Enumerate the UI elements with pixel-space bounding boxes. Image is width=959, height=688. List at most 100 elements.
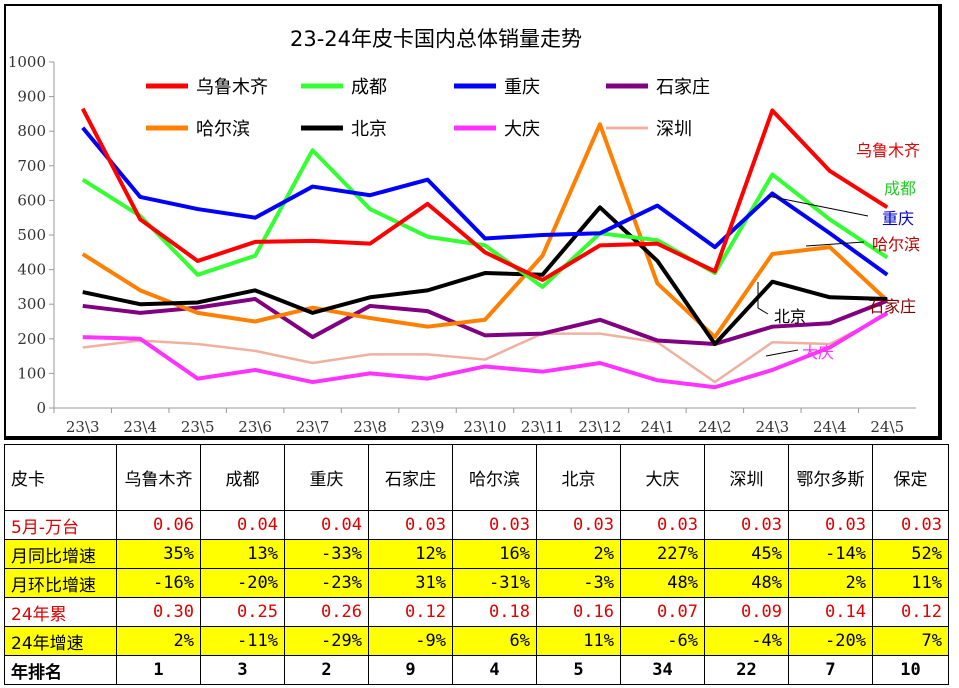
y-tick-label: 800 (17, 122, 46, 140)
table-cell: 11% (872, 568, 949, 598)
series-line-2 (81, 126, 889, 277)
table-cell: 10 (872, 655, 949, 685)
series-annotation: 北京 (774, 307, 806, 326)
city-column-header: 北京 (536, 444, 621, 511)
table-cell: 0.03 (704, 510, 789, 540)
series-annotation: 乌鲁木齐 (856, 141, 920, 160)
table-cell: 0.16 (536, 597, 621, 627)
table-cell: 48% (704, 568, 789, 598)
table-cell: 0.12 (368, 597, 453, 627)
table-cell: -31% (452, 568, 537, 598)
table-cell: 0.03 (620, 510, 705, 540)
y-tick-label: 1000 (8, 53, 46, 71)
y-tick-label: 700 (17, 157, 46, 175)
series-annotation: 重庆 (882, 209, 914, 228)
x-tick-label: 24\4 (813, 418, 847, 436)
table-cell: 4 (452, 655, 537, 685)
city-column-header: 哈尔滨 (452, 444, 537, 511)
table-row: 24年累 0.30 0.25 0.26 0.12 0.18 0.16 0.07 0.09 0.14… (4, 597, 949, 627)
table-cell: 1 (116, 655, 201, 685)
series-line-6 (82, 311, 889, 390)
row-label: 月环比增速 (4, 568, 117, 598)
x-tick-label: 24\3 (755, 418, 789, 436)
table-row: 24年增速 2% -11% -29% -9% 6% 11% -6% -4% -20% 7% (4, 626, 949, 656)
table-cell: 0.03 (872, 510, 949, 540)
city-column-header: 重庆 (284, 444, 369, 511)
table-cell: 2% (116, 626, 201, 656)
table-cell: 35% (116, 539, 201, 569)
x-tick-label: 23\5 (181, 418, 215, 436)
city-column-header: 乌鲁木齐 (116, 444, 201, 511)
y-tick-label: 600 (17, 191, 46, 209)
table-cell: -9% (368, 626, 453, 656)
table-cell: 13% (200, 539, 285, 569)
row-label: 5月-万台 (4, 510, 117, 540)
table-cell: -3% (536, 568, 621, 598)
table-cell: 0.04 (200, 510, 285, 540)
sales-trend-chart: 23-24年皮卡国内总体销量走势 0 100 200 300 400 500 600 700 8… (4, 4, 942, 440)
table-cell: 0.30 (116, 597, 201, 627)
x-tick-label: 24\2 (698, 418, 732, 436)
chart-title: 23-24年皮卡国内总体销量走势 (290, 27, 582, 51)
table-cell: -16% (116, 568, 201, 598)
table-cell: 2 (284, 655, 369, 685)
city-column-header: 大庆 (620, 444, 705, 511)
y-tick-label: 200 (17, 330, 46, 348)
line-chart-svg: 23-24年皮卡国内总体销量走势 0 100 200 300 400 500 600 700 8… (8, 27, 920, 436)
city-column-header: 保定 (872, 444, 949, 511)
series-annotation: 石家庄 (868, 297, 916, 316)
table-cell: 31% (368, 568, 453, 598)
table-cell: 11% (536, 626, 621, 656)
table-cell: 6% (452, 626, 537, 656)
x-tick-label: 23\6 (238, 418, 272, 436)
row-label: 月同比增速 (4, 539, 117, 569)
table-cell: 7 (788, 655, 873, 685)
table-row: 年排名 1 3 2 9 4 5 34 22 7 10 (4, 655, 949, 685)
city-column-header: 鄂尔多斯 (788, 444, 873, 511)
table-cell: -11% (200, 626, 285, 656)
table-cell: 0.26 (284, 597, 369, 627)
table-cell: 48% (620, 568, 705, 598)
y-tick-label: 500 (17, 226, 46, 244)
series-annotation: 哈尔滨 (872, 235, 920, 254)
series-annotation: 成都 (884, 179, 916, 198)
table-cell: -6% (620, 626, 705, 656)
table-cell: 3 (200, 655, 285, 685)
y-tick-label: 400 (17, 261, 46, 279)
x-tick-label: 23\12 (578, 418, 621, 436)
table-cell: 0.18 (452, 597, 537, 627)
table-cell: 0.03 (536, 510, 621, 540)
table-cell: 9 (368, 655, 453, 685)
x-tick-label: 23\7 (296, 418, 330, 436)
y-tick-label: 100 (17, 364, 46, 382)
table-cell: -20% (788, 626, 873, 656)
series-line-0 (80, 107, 889, 282)
table-cell: 0.03 (368, 510, 453, 540)
series-line-1 (81, 148, 889, 289)
table-cell: 12% (368, 539, 453, 569)
x-tick-label: 23\10 (463, 418, 506, 436)
series-line-3 (82, 297, 888, 346)
series-line-7 (82, 313, 888, 384)
table-cell: 7% (872, 626, 949, 656)
row-label: 年排名 (4, 655, 117, 685)
annotation-leader (767, 195, 869, 217)
x-tick-label: 24\1 (641, 418, 675, 436)
x-tick-label: 23\3 (66, 418, 100, 436)
table-cell: 0.25 (200, 597, 285, 627)
city-column-header: 石家庄 (368, 444, 453, 511)
table-cell: 0.12 (872, 597, 949, 627)
table-cell: -29% (284, 626, 369, 656)
y-tick-label: 900 (17, 88, 46, 106)
table-corner-label: 皮卡 (4, 444, 117, 511)
table-cell: 16% (452, 539, 537, 569)
table-cell: 5 (536, 655, 621, 685)
x-tick-label: 24\5 (870, 418, 904, 436)
legend-label: 重庆 (504, 77, 540, 98)
table-cell: 0.14 (788, 597, 873, 627)
table-cell: 22 (704, 655, 789, 685)
row-label: 24年累 (4, 597, 117, 627)
table-header-row: 皮卡 乌鲁木齐 成都 重庆 石家庄 哈尔滨 北京 大庆 深圳 鄂尔多斯 保定 (4, 444, 949, 511)
table-cell: 2% (788, 568, 873, 598)
y-tick-label: 300 (17, 295, 46, 313)
